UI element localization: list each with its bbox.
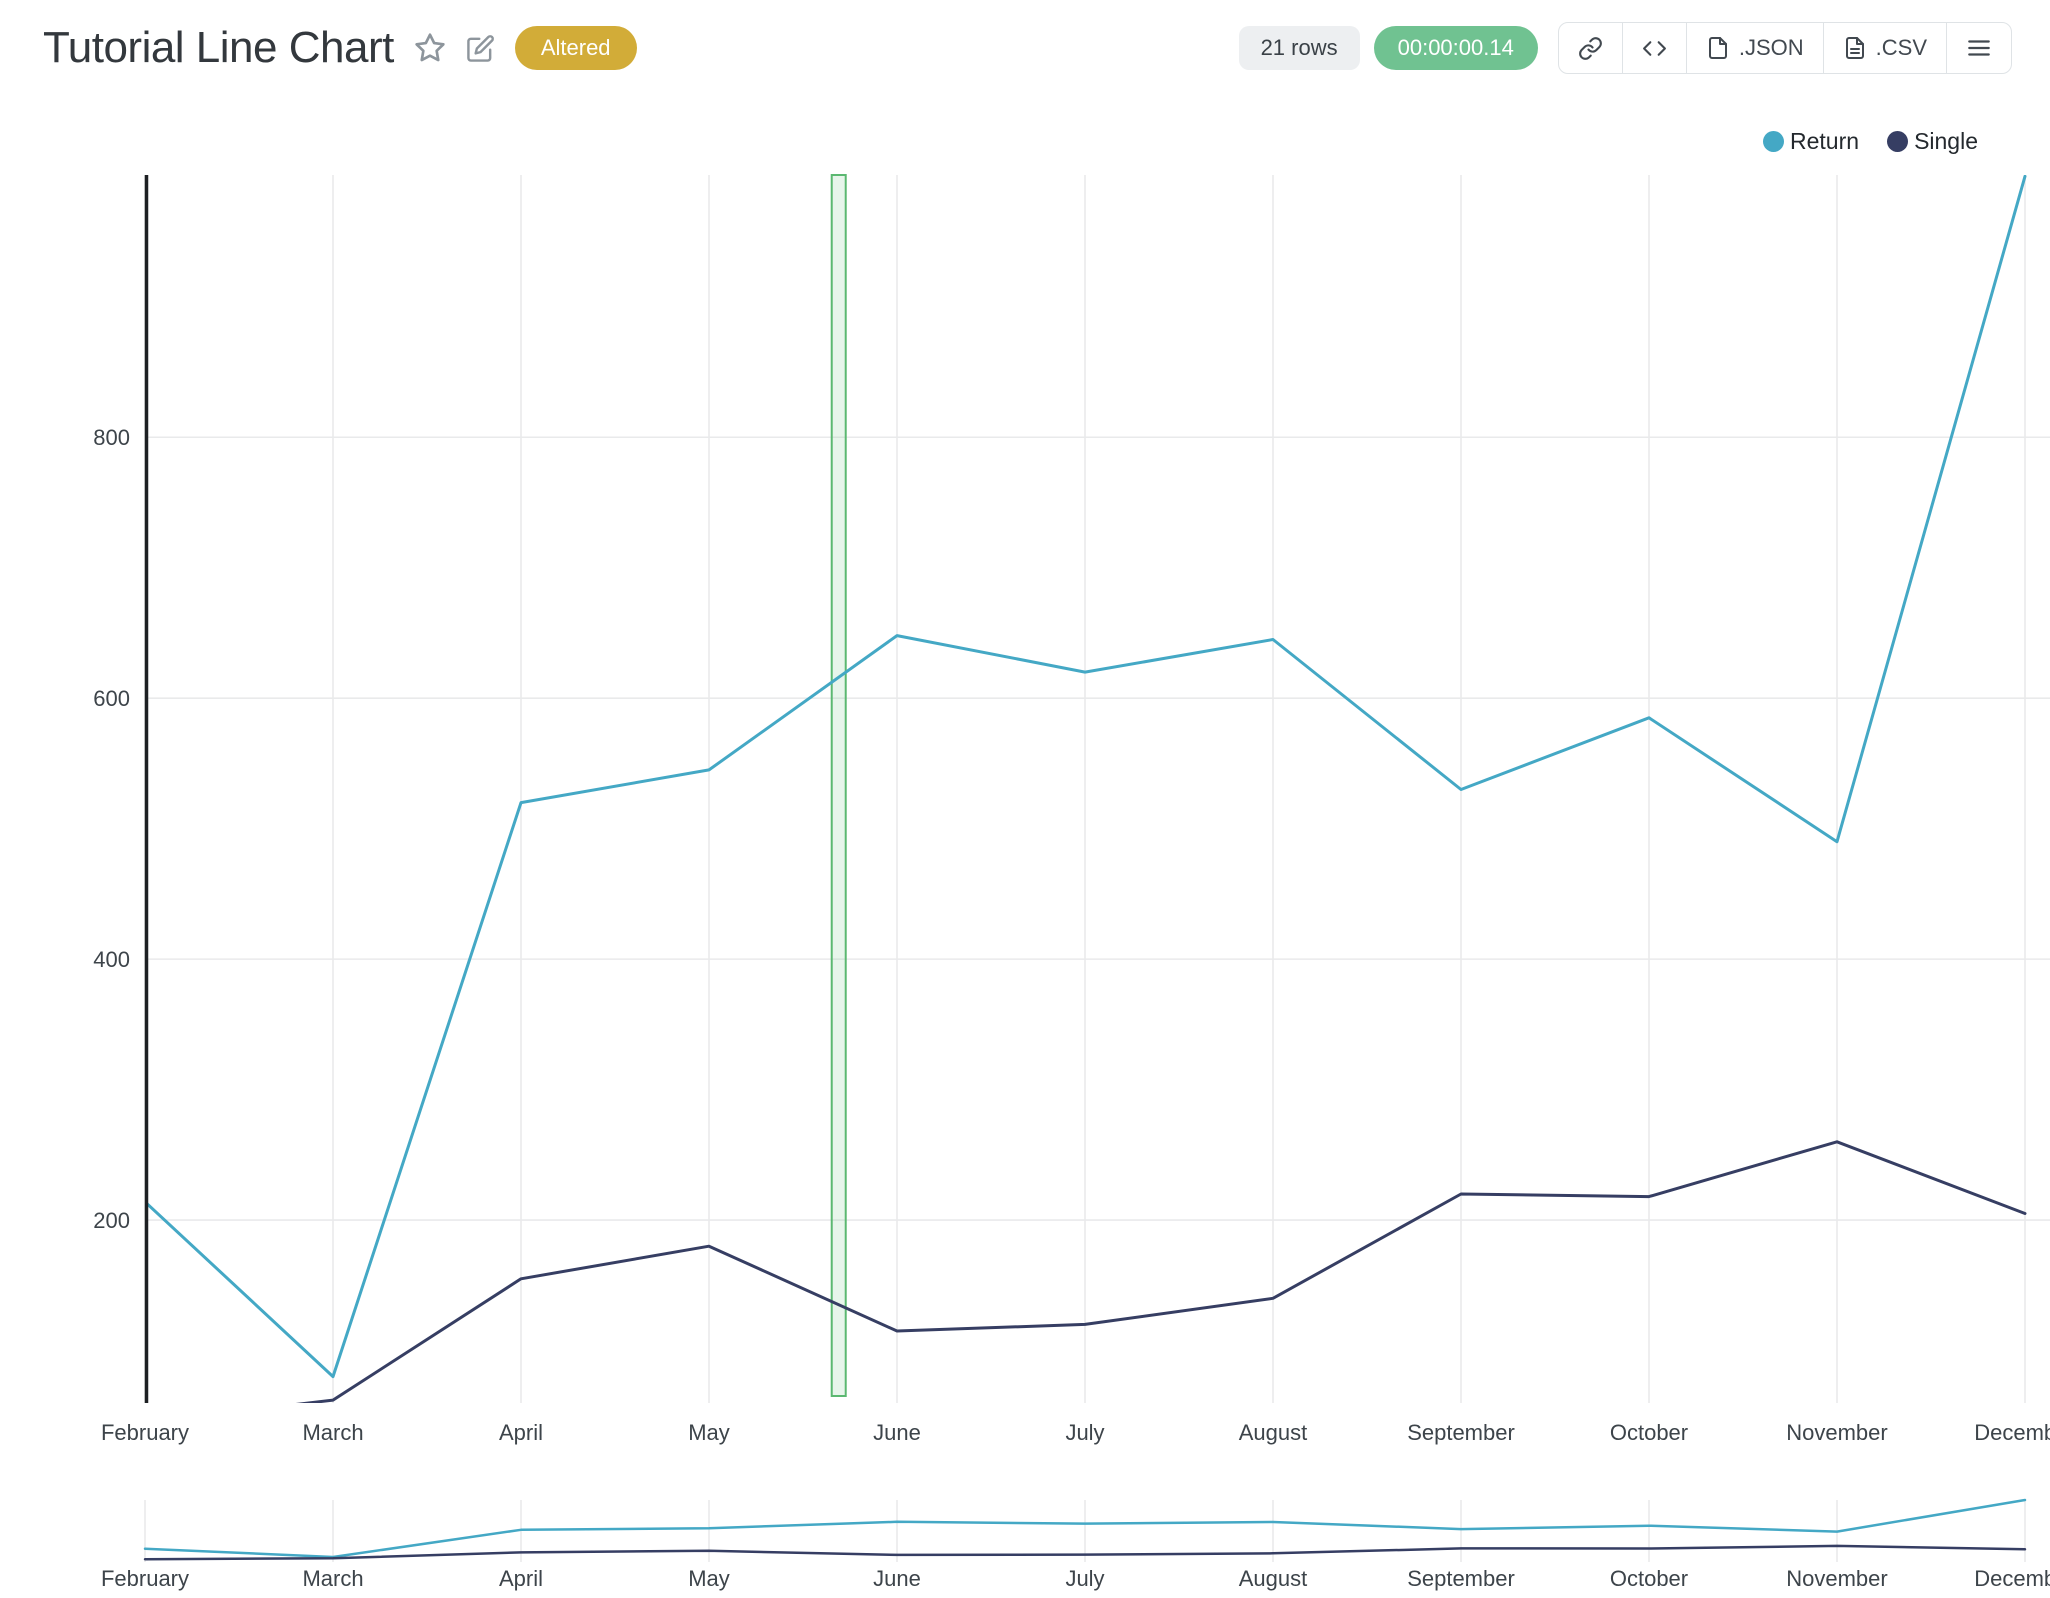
legend-label-return: Return — [1790, 128, 1860, 154]
x-axis-label: March — [302, 1420, 363, 1445]
header: Tutorial Line Chart Altered 21 rows 00:0… — [43, 16, 2012, 80]
menu-button[interactable] — [1946, 23, 2011, 73]
link-icon — [1578, 36, 1602, 60]
x-axis-label: October — [1610, 1420, 1688, 1445]
legend-item-single[interactable]: Single — [1887, 128, 1978, 155]
edit-pencil-icon — [467, 34, 494, 62]
overview-line-single[interactable] — [143, 1544, 2027, 1561]
page-title: Tutorial Line Chart — [43, 23, 394, 72]
main-chart[interactable]: 200 400 600 800 February March April May June Jul… — [93, 174, 2050, 1445]
file-json-icon — [1708, 37, 1727, 59]
edit-button[interactable] — [466, 34, 495, 63]
timer-pill: 00:00:00.14 — [1373, 26, 1538, 70]
overview-x-label: February — [101, 1566, 189, 1591]
overview-x-label: May — [688, 1566, 730, 1591]
x-axis-label: December — [1974, 1420, 2050, 1445]
x-axis-label: June — [873, 1420, 921, 1445]
overview-x-label: September — [1407, 1566, 1515, 1591]
series-line-single[interactable] — [145, 1140, 2027, 1423]
header-left: Tutorial Line Chart Altered — [43, 23, 637, 73]
x-axis-label: May — [688, 1420, 730, 1445]
download-json-label: .JSON — [1738, 35, 1804, 60]
overview-chart[interactable]: February March April May June July August Septe… — [101, 1498, 2050, 1591]
row-count-badge: 21 rows — [1238, 26, 1360, 70]
legend-item-return[interactable]: Return — [1763, 128, 1859, 155]
embed-code-button[interactable] — [1621, 23, 1686, 73]
chart-legend: Return Single — [1763, 128, 1978, 155]
code-icon — [1642, 40, 1666, 56]
overview-x-label: August — [1239, 1566, 1308, 1591]
star-icon — [415, 33, 445, 62]
x-axis-label: August — [1239, 1420, 1308, 1445]
link-button[interactable] — [1559, 23, 1622, 73]
overview-x-label: November — [1786, 1566, 1887, 1591]
x-axis-label: April — [499, 1420, 543, 1445]
status-badge: Altered — [514, 26, 637, 70]
legend-label-single: Single — [1914, 128, 1978, 154]
download-csv-label: .CSV — [1875, 35, 1927, 60]
download-csv-button[interactable]: .CSV — [1822, 23, 1946, 73]
y-axis-tick-label: 600 — [93, 686, 130, 711]
download-json-button[interactable]: .JSON — [1685, 23, 1823, 73]
overview-line-return[interactable] — [143, 1498, 2027, 1559]
legend-dot-single — [1887, 131, 1909, 152]
y-axis-tick-label: 400 — [93, 947, 130, 972]
y-axis-tick-label: 200 — [93, 1208, 130, 1233]
legend-dot-return — [1763, 131, 1785, 152]
x-axis-label: November — [1786, 1420, 1887, 1445]
overview-x-label: April — [499, 1566, 543, 1591]
file-csv-icon — [1845, 37, 1864, 59]
highlight-band[interactable] — [830, 174, 847, 1397]
favorite-star-button[interactable] — [414, 32, 446, 64]
overview-x-label: October — [1610, 1566, 1688, 1591]
hamburger-menu-icon — [1968, 40, 1990, 56]
x-axis-label: July — [1065, 1420, 1104, 1445]
header-right: 21 rows 00:00:00.14 .JSON — [1238, 22, 2012, 74]
overview-x-label: June — [873, 1566, 921, 1591]
overview-x-label: July — [1065, 1566, 1104, 1591]
y-axis-tick-label: 800 — [93, 425, 130, 450]
export-toolbar: .JSON .CSV — [1557, 22, 2012, 74]
series-line-return[interactable] — [145, 175, 2027, 1379]
overview-x-label: December — [1974, 1566, 2050, 1591]
x-axis-label: September — [1407, 1420, 1515, 1445]
x-axis-label: February — [101, 1420, 189, 1445]
overview-x-label: March — [302, 1566, 363, 1591]
